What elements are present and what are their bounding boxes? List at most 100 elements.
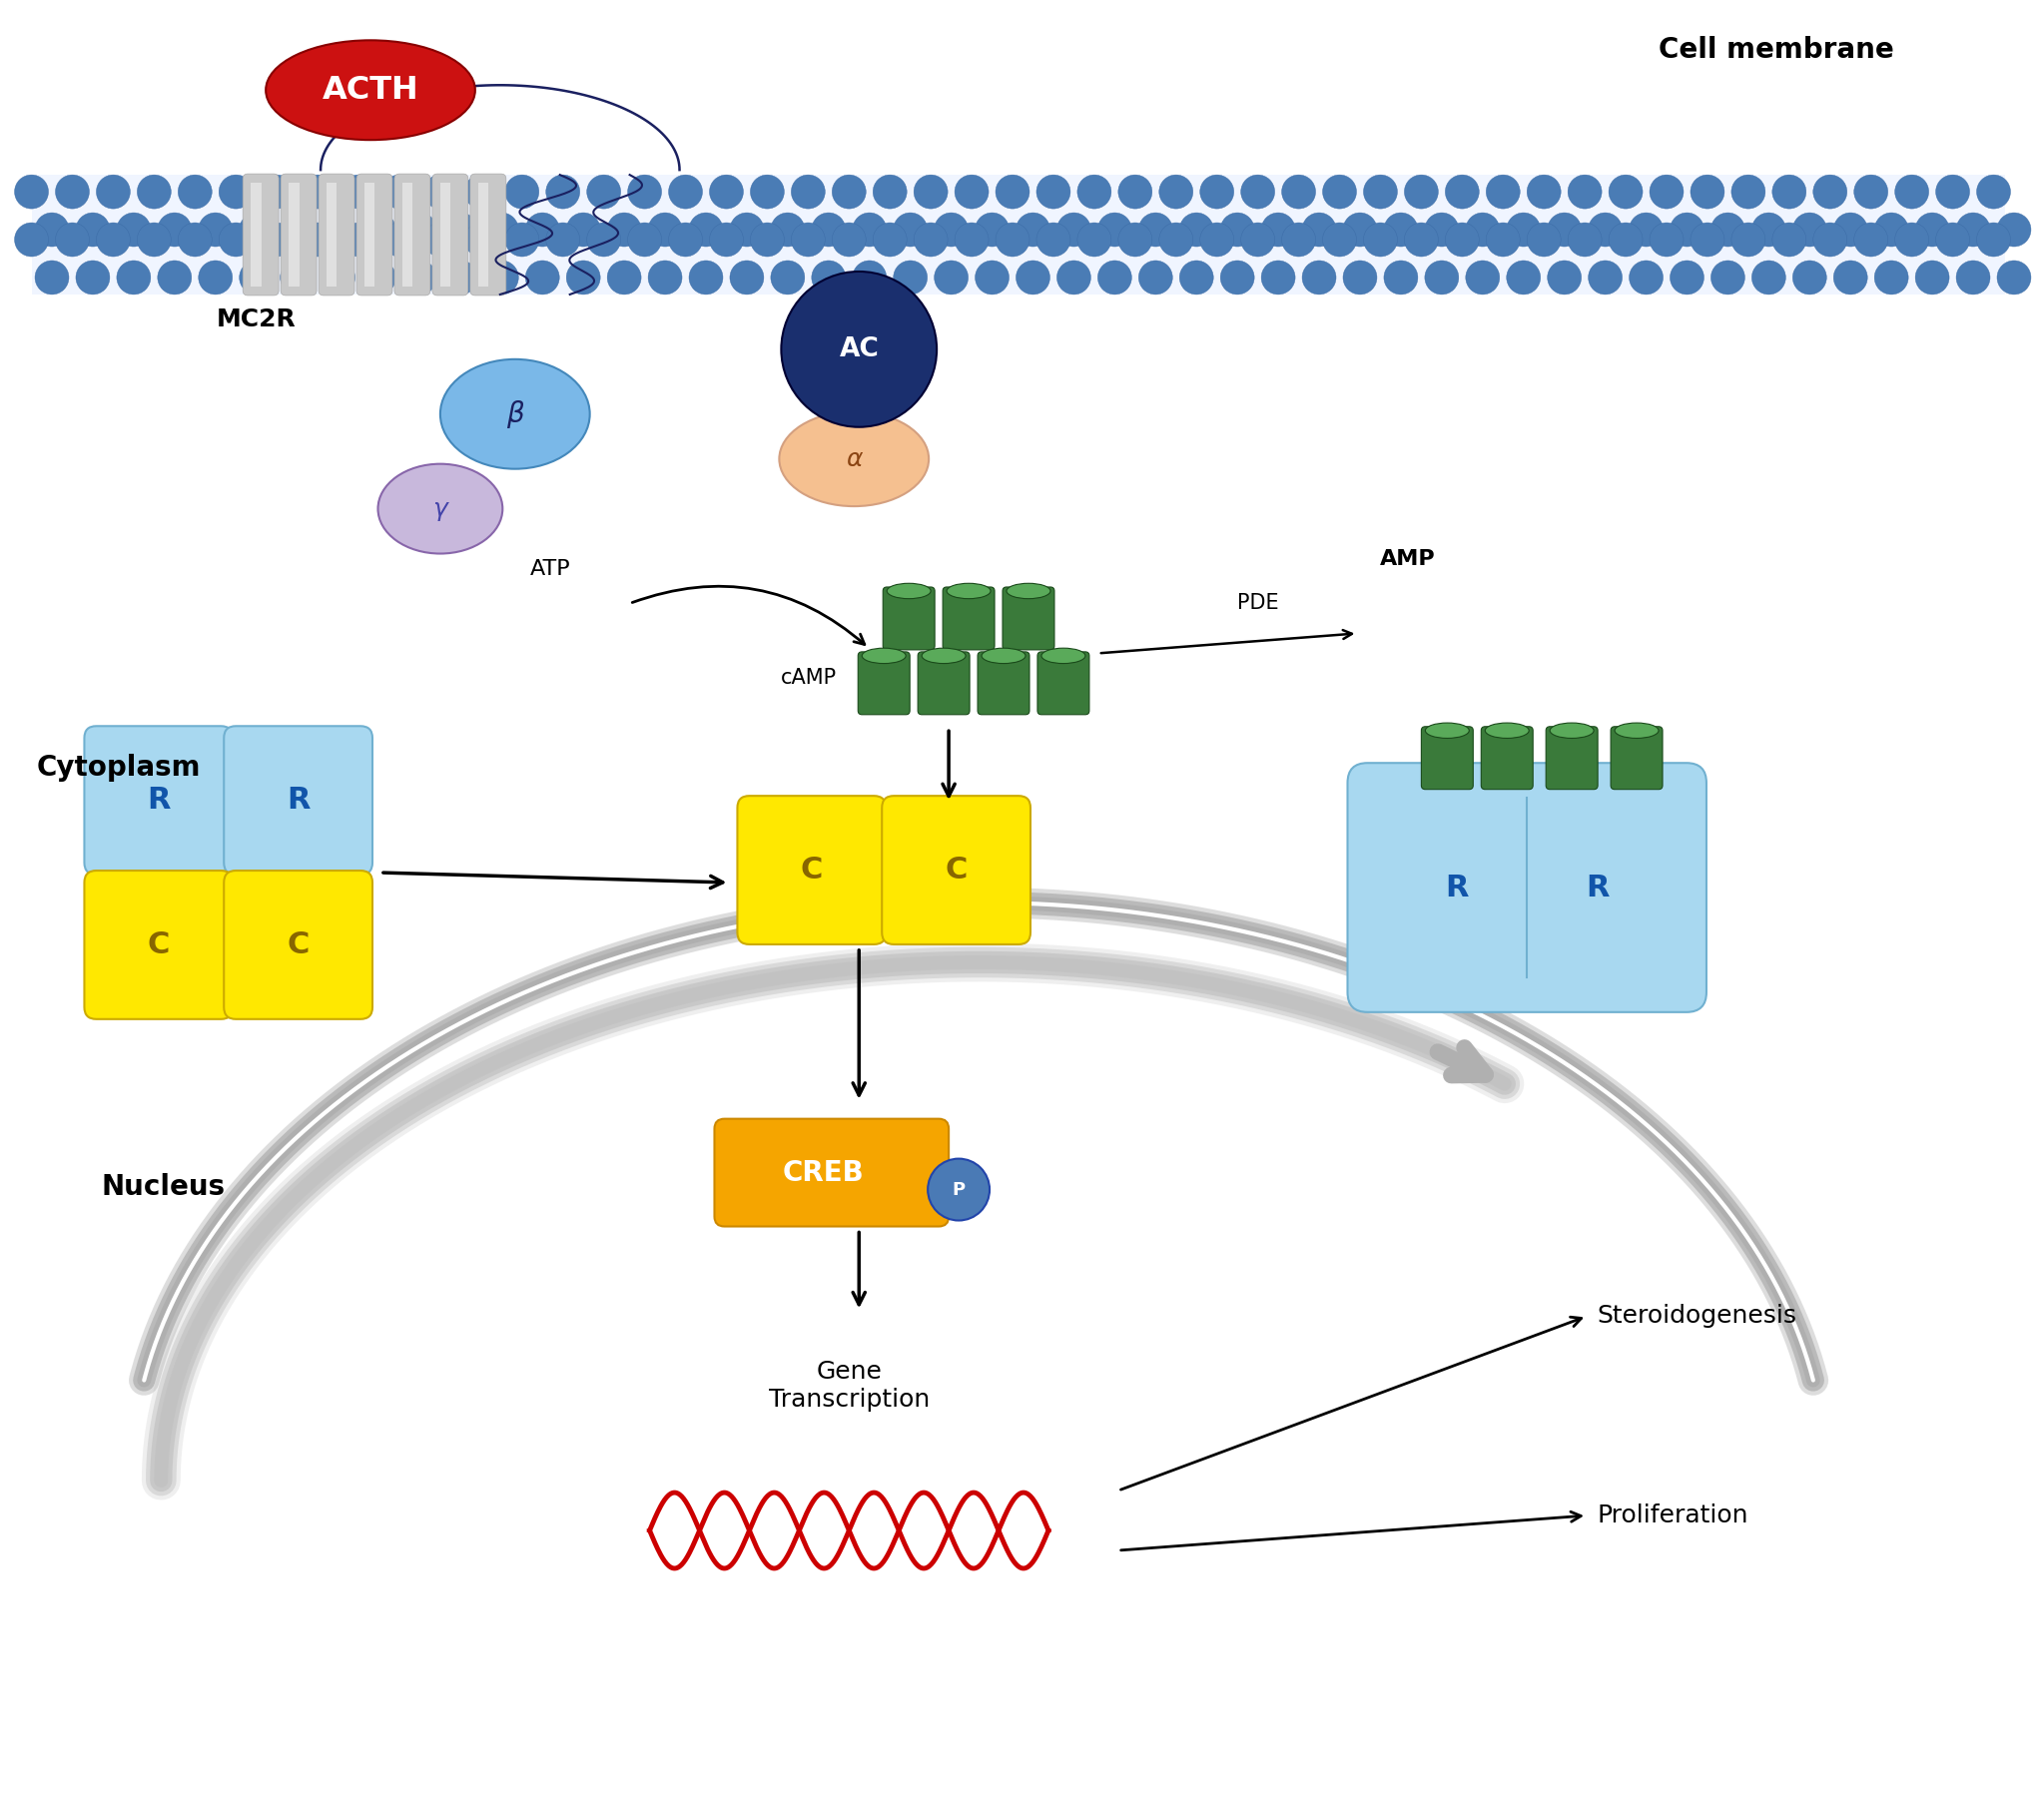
Circle shape bbox=[137, 223, 172, 256]
Circle shape bbox=[260, 223, 294, 256]
Text: C: C bbox=[801, 855, 824, 884]
Circle shape bbox=[1384, 261, 1419, 294]
FancyBboxPatch shape bbox=[1347, 764, 1707, 1012]
Circle shape bbox=[1016, 261, 1051, 294]
FancyBboxPatch shape bbox=[431, 175, 468, 295]
FancyBboxPatch shape bbox=[738, 796, 885, 944]
Text: PDE: PDE bbox=[1237, 594, 1280, 614]
FancyBboxPatch shape bbox=[918, 652, 969, 715]
Circle shape bbox=[300, 175, 335, 209]
Circle shape bbox=[648, 261, 683, 294]
Circle shape bbox=[1506, 261, 1541, 294]
Circle shape bbox=[14, 175, 49, 209]
Circle shape bbox=[546, 175, 580, 209]
Circle shape bbox=[873, 223, 908, 256]
Text: AMP: AMP bbox=[1380, 549, 1435, 569]
Circle shape bbox=[260, 175, 294, 209]
Circle shape bbox=[1302, 213, 1337, 247]
Circle shape bbox=[566, 261, 601, 294]
Circle shape bbox=[1404, 175, 1439, 209]
Circle shape bbox=[1711, 213, 1746, 247]
Circle shape bbox=[546, 223, 580, 256]
FancyBboxPatch shape bbox=[225, 870, 372, 1019]
Circle shape bbox=[1282, 175, 1316, 209]
FancyBboxPatch shape bbox=[243, 175, 278, 295]
Circle shape bbox=[771, 213, 805, 247]
Circle shape bbox=[1118, 175, 1153, 209]
Circle shape bbox=[1282, 223, 1316, 256]
Circle shape bbox=[1159, 223, 1194, 256]
Circle shape bbox=[1833, 213, 1868, 247]
Circle shape bbox=[341, 223, 376, 256]
Circle shape bbox=[1997, 213, 2032, 247]
Circle shape bbox=[1404, 223, 1439, 256]
Ellipse shape bbox=[439, 358, 591, 468]
Circle shape bbox=[178, 223, 213, 256]
Circle shape bbox=[76, 261, 110, 294]
Circle shape bbox=[1098, 213, 1132, 247]
Circle shape bbox=[1016, 213, 1051, 247]
Circle shape bbox=[1854, 223, 1889, 256]
FancyBboxPatch shape bbox=[1038, 652, 1089, 715]
Circle shape bbox=[730, 213, 764, 247]
Bar bbox=[403, 184, 413, 286]
Circle shape bbox=[1772, 175, 1807, 209]
Circle shape bbox=[321, 213, 356, 247]
Circle shape bbox=[505, 175, 540, 209]
FancyBboxPatch shape bbox=[319, 175, 354, 295]
Circle shape bbox=[505, 223, 540, 256]
Circle shape bbox=[873, 175, 908, 209]
Circle shape bbox=[1118, 223, 1153, 256]
Circle shape bbox=[1445, 223, 1480, 256]
Bar bbox=[31, 175, 2005, 294]
Circle shape bbox=[1200, 223, 1235, 256]
Circle shape bbox=[1077, 175, 1112, 209]
Circle shape bbox=[1445, 175, 1480, 209]
Circle shape bbox=[1650, 175, 1684, 209]
Circle shape bbox=[893, 261, 928, 294]
Circle shape bbox=[1547, 213, 1582, 247]
Circle shape bbox=[1486, 223, 1521, 256]
Text: C: C bbox=[286, 931, 309, 960]
Circle shape bbox=[607, 213, 642, 247]
Bar bbox=[364, 184, 374, 286]
Circle shape bbox=[832, 223, 867, 256]
Circle shape bbox=[1690, 223, 1725, 256]
Circle shape bbox=[1506, 213, 1541, 247]
Circle shape bbox=[55, 223, 90, 256]
Bar bbox=[439, 184, 450, 286]
Circle shape bbox=[566, 213, 601, 247]
Ellipse shape bbox=[378, 465, 503, 553]
Circle shape bbox=[1527, 175, 1562, 209]
Circle shape bbox=[362, 261, 397, 294]
Text: MC2R: MC2R bbox=[217, 308, 296, 331]
Circle shape bbox=[403, 213, 437, 247]
Circle shape bbox=[928, 1158, 989, 1221]
Circle shape bbox=[117, 213, 151, 247]
Circle shape bbox=[403, 261, 437, 294]
Text: P: P bbox=[953, 1181, 965, 1198]
Circle shape bbox=[1936, 175, 1970, 209]
Circle shape bbox=[1915, 213, 1950, 247]
Circle shape bbox=[1241, 175, 1275, 209]
FancyBboxPatch shape bbox=[1002, 587, 1055, 650]
Circle shape bbox=[198, 213, 233, 247]
Circle shape bbox=[1609, 223, 1643, 256]
Ellipse shape bbox=[863, 648, 905, 663]
Circle shape bbox=[1179, 261, 1214, 294]
Circle shape bbox=[178, 175, 213, 209]
Circle shape bbox=[484, 213, 519, 247]
Circle shape bbox=[1322, 175, 1357, 209]
Circle shape bbox=[1874, 261, 1909, 294]
Ellipse shape bbox=[266, 40, 474, 140]
Circle shape bbox=[464, 223, 499, 256]
FancyBboxPatch shape bbox=[883, 587, 934, 650]
FancyBboxPatch shape bbox=[1421, 726, 1474, 789]
FancyBboxPatch shape bbox=[1545, 726, 1598, 789]
Circle shape bbox=[1895, 175, 1930, 209]
Text: Cell membrane: Cell membrane bbox=[1658, 36, 1895, 65]
Circle shape bbox=[750, 175, 785, 209]
Circle shape bbox=[1936, 223, 1970, 256]
Circle shape bbox=[1261, 213, 1296, 247]
Circle shape bbox=[1363, 175, 1398, 209]
